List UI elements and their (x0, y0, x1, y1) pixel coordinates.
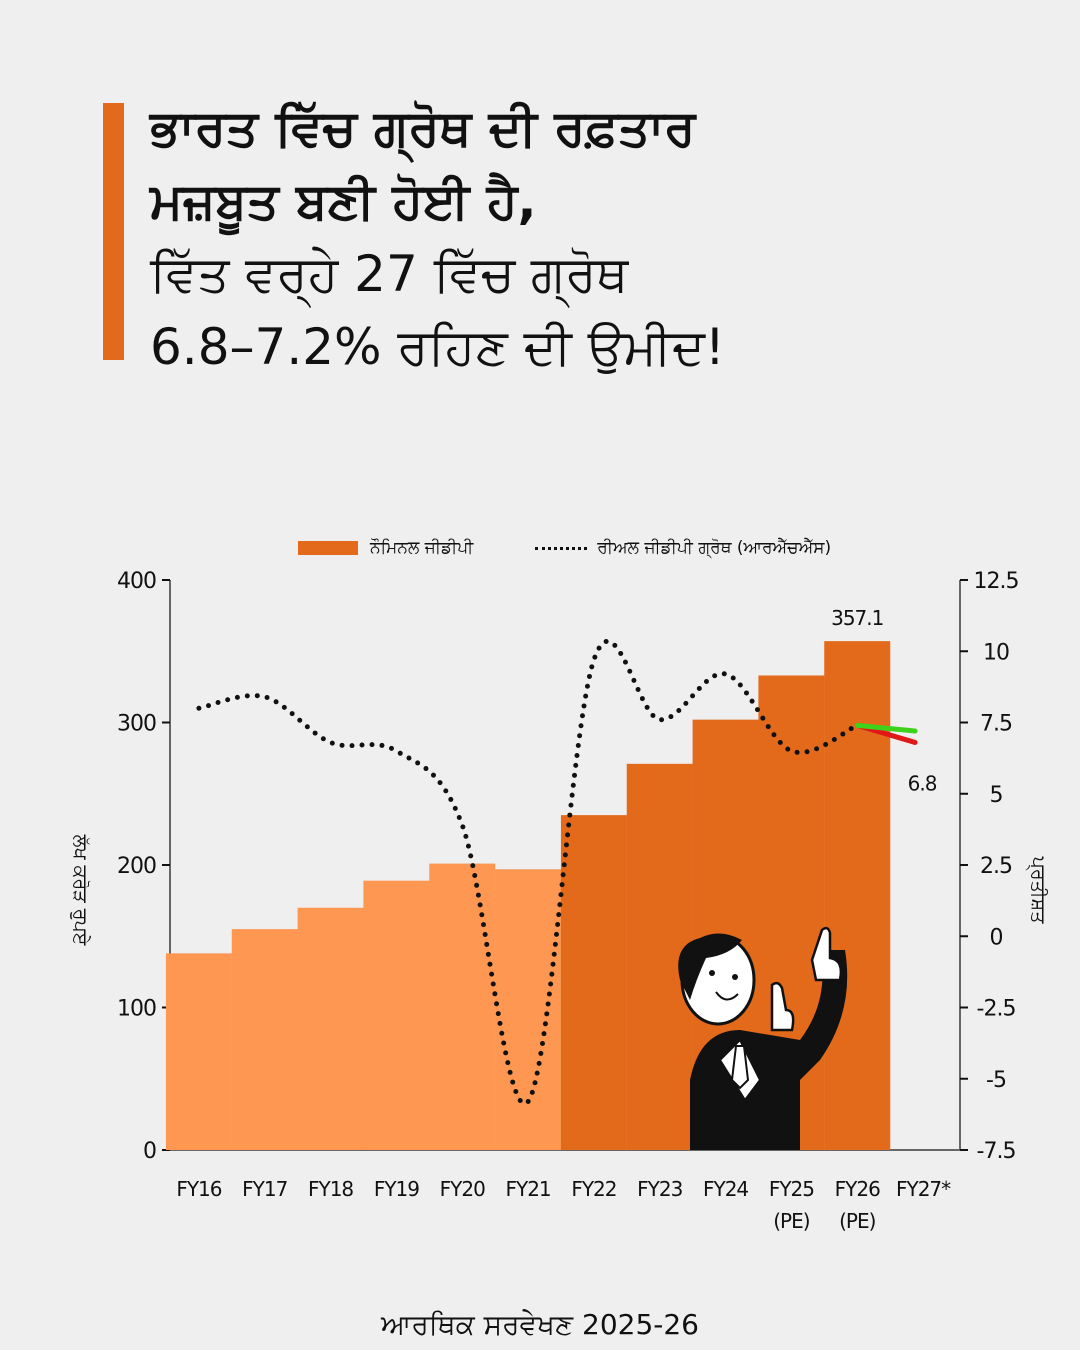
x-tick-label: FY19 (374, 1177, 419, 1201)
businessman-illustration (678, 926, 848, 1150)
bar-fy21 (495, 869, 562, 1150)
bar-data-label: 357.1 (831, 606, 883, 630)
headline: ਭਾਰਤ ਵਿੱਚ ਗ੍ਰੋਥ ਦੀ ਰਫ਼ਤਾਰ ਮਜ਼ਬੂਤ ਬਣੀ ਹੋਈ… (150, 92, 1050, 384)
x-tick-label: FY16 (176, 1177, 221, 1201)
tick-labels: 0 100 200 300 400 -7.5 -5 -2.5 0 2.5 5 7.5 10 12.5 357… (117, 569, 1019, 1233)
y-tick-label-right: -2.5 (977, 997, 1016, 1022)
x-tick-label: FY22 (571, 1177, 616, 1201)
bar-fy26 (824, 641, 891, 1150)
x-tick-label: FY17 (242, 1177, 287, 1201)
projection-lines (854, 722, 918, 745)
y-tick-label-right: 2.5 (980, 854, 1012, 879)
x-tick-label: FY21 (505, 1177, 550, 1201)
chart-legend: ਨੌਮਿਨਲ ਜੀਡੀਪੀ ਰੀਅਲ ਜੀਡੀਪੀ ਗ੍ਰੋਥ (ਆਰਐੱਚਐੱ… (298, 538, 831, 558)
x-tick-label: FY24 (703, 1177, 748, 1201)
y-tick-label-right: 5 (990, 783, 1003, 808)
bar-fy18 (297, 907, 364, 1150)
x-tick-label: FY26 (835, 1177, 880, 1201)
bar-fy16 (165, 953, 232, 1150)
y-axis-title-right: ਪ੍ਰਤੀਸ਼ਤ (1025, 856, 1049, 925)
y-tick-label-right: -7.5 (977, 1139, 1016, 1164)
gdp-chart: 0 100 200 300 400 -7.5 -5 -2.5 0 2.5 5 7.5 10 12.5 357… (69, 569, 1049, 1233)
bar-fy20 (429, 863, 496, 1150)
x-tick-label: FY20 (440, 1177, 485, 1201)
legend-line-swatch (535, 546, 588, 550)
x-tick-sublabel: (PE) (773, 1209, 810, 1233)
x-tick-label: FY23 (637, 1177, 682, 1201)
x-tick-sublabel: (PE) (839, 1209, 876, 1233)
y-tick-label-left: 0 (143, 1139, 156, 1164)
projection-data-label: 6.8 (908, 771, 937, 795)
y-tick-label-right: 12.5 (974, 569, 1019, 594)
source-footer: ਆਰਥਿਕ ਸਰਵੇਖਣ 2025-26 (381, 1308, 699, 1341)
headline-line-4: 6.8–7.2% ਰਹਿਣ ਦੀ ਉਮੀਦ! (150, 318, 725, 376)
x-tick-label: FY18 (308, 1177, 353, 1201)
legend-bar-label: ਨੌਮਿਨਲ ਜੀਡੀਪੀ (370, 538, 474, 558)
legend-bar-swatch (298, 541, 358, 555)
headline-line-2: ਮਜ਼ਬੂਤ ਬਣੀ ਹੋਈ ਹੈ, (150, 172, 537, 230)
bar-fy19 (363, 880, 430, 1150)
y-tick-label-left: 300 (117, 712, 156, 737)
y-tick-label-left: 100 (117, 997, 156, 1022)
real-gdp-growth-path (196, 638, 860, 1107)
y-tick-label-right: 0 (990, 925, 1003, 950)
y-tick-label-left: 200 (117, 854, 156, 879)
headline-line-3: ਵਿੱਤ ਵਰ੍ਹੇ 27 ਵਿੱਚ ਗ੍ਰੋਥ (150, 245, 629, 303)
bar-fy22 (560, 815, 627, 1150)
y-tick-label-left: 400 (117, 569, 156, 594)
y-tick-label-right: 10 (983, 640, 1009, 665)
y-tick-label-right: 7.5 (980, 712, 1012, 737)
headline-line-1: ਭਾਰਤ ਵਿੱਚ ਗ੍ਰੋਥ ਦੀ ਰਫ਼ਤਾਰ (150, 99, 696, 157)
projection-high-line (854, 722, 918, 734)
x-tick-label: FY25 (769, 1177, 814, 1201)
x-tick-label: FY27* (896, 1177, 951, 1201)
headline-accent-bar (103, 103, 124, 360)
legend-line-label: ਰੀਅਲ ਜੀਡੀਪੀ ਗ੍ਰੋਥ (ਆਰਐੱਚਐੱਸ) (597, 538, 832, 558)
real-gdp-growth-line (196, 638, 860, 1107)
y-tick-label-right: -5 (986, 1068, 1006, 1093)
y-axis-title-left: ਲੱਖ ਕਰੋੜ ਰੁਪਏ (69, 834, 91, 946)
bar-fy17 (231, 929, 298, 1150)
